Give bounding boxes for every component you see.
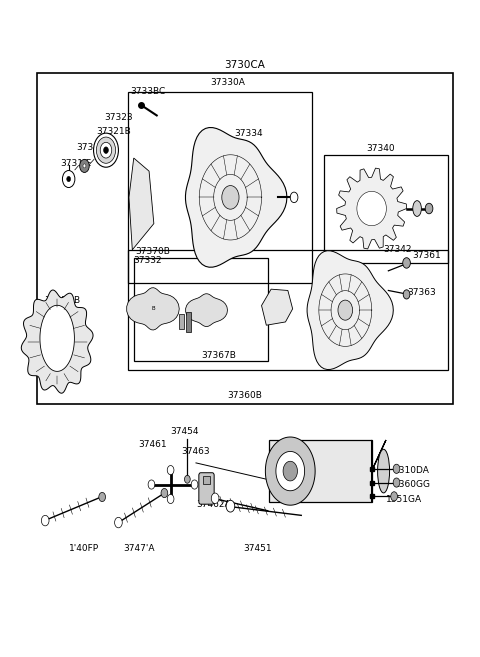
Circle shape xyxy=(96,137,116,164)
Polygon shape xyxy=(40,306,74,371)
Text: 37342: 37342 xyxy=(384,246,412,254)
Text: 37323: 37323 xyxy=(104,113,132,122)
Circle shape xyxy=(67,176,71,181)
Bar xyxy=(128,250,448,370)
Text: 37330A: 37330A xyxy=(210,78,245,87)
Bar xyxy=(186,312,191,332)
Circle shape xyxy=(167,466,174,475)
Polygon shape xyxy=(21,290,93,394)
Polygon shape xyxy=(186,294,228,327)
Bar xyxy=(179,314,183,328)
Text: 37361: 37361 xyxy=(412,251,441,260)
Ellipse shape xyxy=(378,449,390,493)
Circle shape xyxy=(41,515,49,526)
Text: 37334: 37334 xyxy=(234,129,263,139)
Circle shape xyxy=(403,258,410,268)
Text: 37451: 37451 xyxy=(243,544,272,553)
Circle shape xyxy=(226,500,235,512)
Bar xyxy=(134,258,268,361)
Text: 3735OB: 3735OB xyxy=(45,296,81,305)
Polygon shape xyxy=(129,158,154,250)
Text: 37321B: 37321B xyxy=(96,127,131,137)
Text: 3730CA: 3730CA xyxy=(224,60,265,70)
Polygon shape xyxy=(185,127,287,267)
Bar xyxy=(36,73,453,404)
Circle shape xyxy=(184,476,190,484)
Text: 37454: 37454 xyxy=(171,427,199,436)
Text: 3731lE: 3731lE xyxy=(60,159,92,168)
Polygon shape xyxy=(127,288,179,330)
Circle shape xyxy=(62,171,75,187)
Circle shape xyxy=(94,133,119,168)
Text: 37312: 37312 xyxy=(76,143,105,152)
Polygon shape xyxy=(357,191,386,226)
Polygon shape xyxy=(262,289,293,325)
Circle shape xyxy=(222,185,239,209)
Circle shape xyxy=(338,300,353,320)
Text: 3733BC: 3733BC xyxy=(130,87,165,96)
Polygon shape xyxy=(372,440,386,502)
Circle shape xyxy=(148,480,155,489)
Text: 1310DA: 1310DA xyxy=(394,466,430,475)
Polygon shape xyxy=(265,437,315,505)
Circle shape xyxy=(403,290,410,299)
Circle shape xyxy=(100,143,112,158)
Text: 37462A: 37462A xyxy=(196,501,230,509)
Circle shape xyxy=(191,480,198,489)
Polygon shape xyxy=(283,461,298,481)
Circle shape xyxy=(83,164,86,168)
Polygon shape xyxy=(307,251,393,369)
Circle shape xyxy=(425,203,433,214)
Circle shape xyxy=(80,160,89,173)
Circle shape xyxy=(167,494,174,503)
Text: 37340: 37340 xyxy=(366,144,395,153)
Circle shape xyxy=(391,491,397,501)
Text: 1351GA: 1351GA xyxy=(386,495,422,503)
Circle shape xyxy=(99,492,106,501)
Circle shape xyxy=(393,464,400,474)
Text: 37367B: 37367B xyxy=(202,351,237,360)
Text: B: B xyxy=(151,306,155,311)
Bar xyxy=(128,93,312,283)
Text: 37360B: 37360B xyxy=(228,391,262,400)
Circle shape xyxy=(290,192,298,202)
Polygon shape xyxy=(276,451,305,491)
Circle shape xyxy=(115,517,122,528)
Bar xyxy=(324,155,448,263)
Text: 37332: 37332 xyxy=(134,256,162,265)
Polygon shape xyxy=(336,168,407,249)
Circle shape xyxy=(104,147,108,154)
Polygon shape xyxy=(269,440,372,502)
Text: 1'40FP: 1'40FP xyxy=(70,544,99,553)
Text: 3747'A: 3747'A xyxy=(124,544,155,553)
Bar xyxy=(203,476,210,484)
Text: 37370B: 37370B xyxy=(136,247,170,256)
Text: 37463: 37463 xyxy=(181,447,210,456)
Text: 1360GG: 1360GG xyxy=(394,480,431,489)
Text: 37461: 37461 xyxy=(139,440,167,449)
Circle shape xyxy=(393,478,400,487)
FancyBboxPatch shape xyxy=(199,473,214,504)
Circle shape xyxy=(161,488,168,497)
Text: 37363: 37363 xyxy=(408,288,436,297)
Ellipse shape xyxy=(413,200,421,216)
Circle shape xyxy=(211,493,219,503)
